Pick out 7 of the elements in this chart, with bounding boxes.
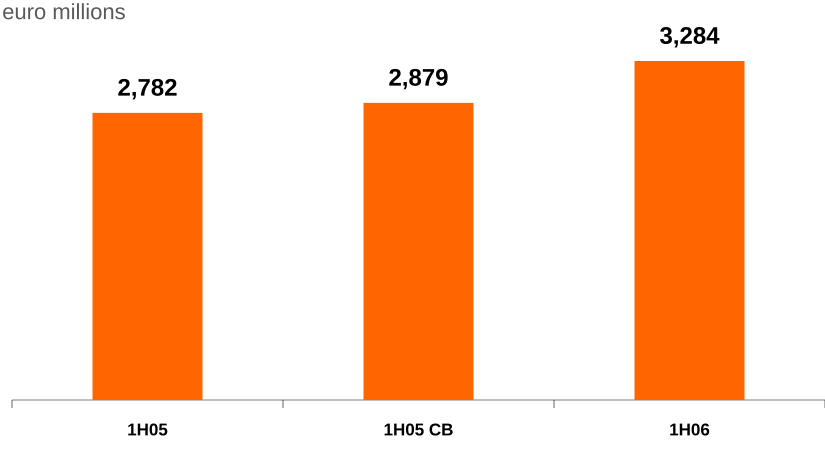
data-label: 2,782: [118, 78, 177, 100]
data-label: 2,879: [389, 68, 448, 90]
chart-title: euro millions: [3, 3, 125, 20]
x-tick-label: 1H05 CB: [384, 424, 453, 436]
data-label: 3,284: [660, 27, 720, 48]
x-tick-label: 1H05: [128, 424, 168, 436]
x-tick-label: 1H06: [670, 424, 710, 436]
